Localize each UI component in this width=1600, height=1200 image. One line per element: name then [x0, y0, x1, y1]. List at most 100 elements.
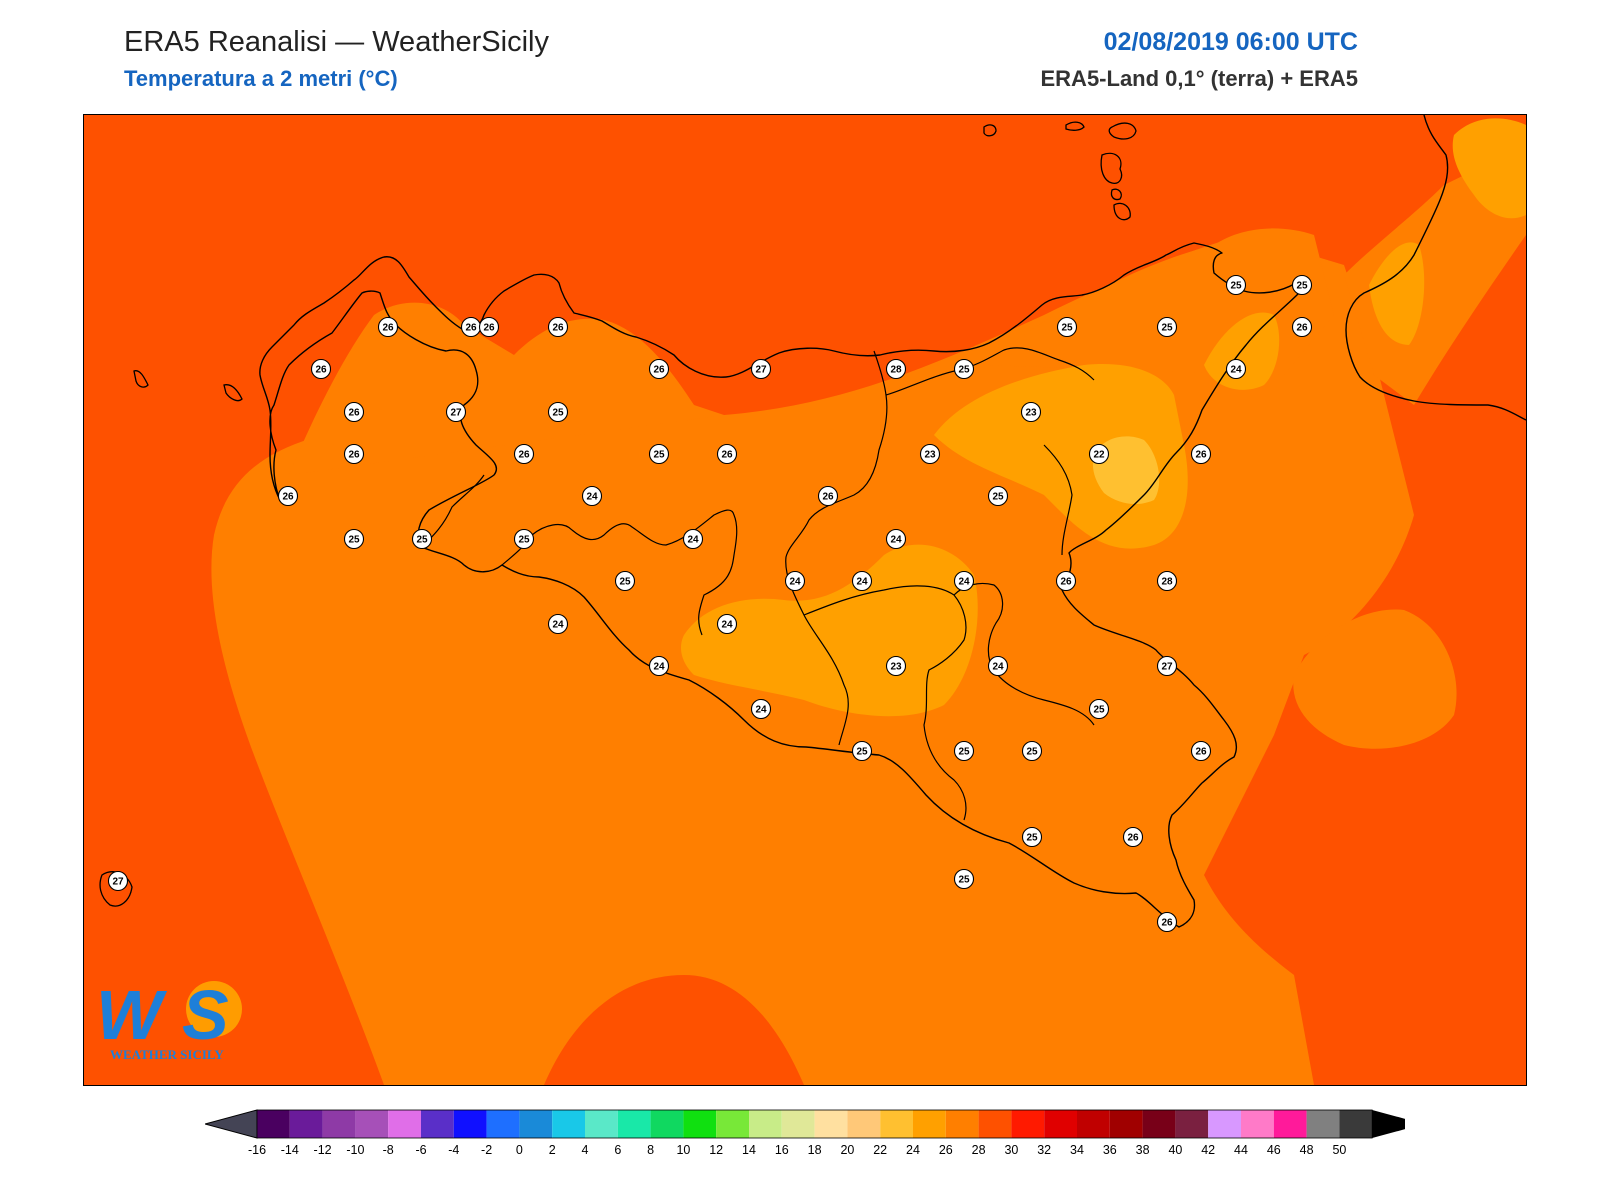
- station-marker-circle: [885, 528, 907, 550]
- map-canvas: 27 26 26 26 26 27 26 26 25 26 26 25 26 26 27 28 25 25 25 25…: [84, 115, 1526, 1085]
- colorbar-swatch: [1273, 1110, 1307, 1138]
- station-marker: 26: [547, 316, 569, 338]
- colorbar-swatch: [1142, 1110, 1176, 1138]
- station-marker-circle: [885, 655, 907, 677]
- colorbar-tick-label: -2: [481, 1143, 492, 1157]
- calabria-coastline: [1345, 115, 1526, 421]
- station-marker-circle: [750, 358, 772, 380]
- station-value: 24: [653, 662, 665, 673]
- station-value: 24: [1230, 365, 1242, 376]
- temperature-map: 27 26 26 26 26 27 26 26 25 26 26 25 26 26 27 28 25 25 25 25…: [83, 114, 1527, 1086]
- station-value: 27: [1161, 662, 1173, 673]
- station-marker-circle: [1291, 274, 1313, 296]
- station-marker-circle: [682, 528, 704, 550]
- station-marker-circle: [716, 443, 738, 465]
- colorbar-over-arrow: [1372, 1110, 1425, 1138]
- station-marker: 26: [1291, 316, 1313, 338]
- station-value: 25: [619, 577, 631, 588]
- station-marker-circle: [411, 528, 433, 550]
- station-value: 26: [282, 492, 294, 503]
- station-marker: 24: [953, 570, 975, 592]
- station-marker: 25: [411, 528, 433, 550]
- station-value: 26: [1296, 323, 1308, 334]
- station-value: 24: [856, 577, 868, 588]
- colorbar-swatch: [1339, 1110, 1373, 1138]
- station-marker-circle: [885, 358, 907, 380]
- colorbar-swatch: [1175, 1110, 1209, 1138]
- station-marker: 26: [310, 358, 332, 380]
- colorbar-tick-label: 46: [1267, 1143, 1281, 1157]
- station-marker: 25: [1291, 274, 1313, 296]
- colorbar-swatch: [913, 1110, 946, 1138]
- station-marker: 25: [1156, 316, 1178, 338]
- colorbar-tick-label: 38: [1136, 1143, 1150, 1157]
- station-marker: 25: [1021, 826, 1043, 848]
- station-value: 26: [1127, 833, 1139, 844]
- station-value: 25: [958, 875, 970, 886]
- colorbar-swatch: [1306, 1110, 1340, 1138]
- station-marker-circle: [547, 401, 569, 423]
- station-value: 25: [653, 450, 665, 461]
- colorbar-tick-label: 48: [1300, 1143, 1314, 1157]
- colorbar-swatch: [322, 1110, 356, 1138]
- station-marker-circle: [851, 740, 873, 762]
- colorbar-swatch: [716, 1110, 749, 1138]
- station-marker-circle: [377, 316, 399, 338]
- colorbar-swatch: [1044, 1110, 1077, 1138]
- colorbar-swatch: [847, 1110, 881, 1138]
- station-marker: 25: [1021, 740, 1043, 762]
- station-marker: 26: [478, 316, 500, 338]
- logo-caption: WEATHER SICILY: [110, 1047, 224, 1062]
- station-marker-circle: [648, 443, 670, 465]
- field-22-24-central: [681, 544, 978, 717]
- station-marker-circle: [513, 443, 535, 465]
- station-marker-circle: [310, 358, 332, 380]
- colorbar-swatch: [1241, 1110, 1274, 1138]
- station-marker: 25: [987, 485, 1009, 507]
- station-marker-circle: [1190, 443, 1212, 465]
- province-borders: [421, 347, 1095, 821]
- station-marker-circle: [648, 655, 670, 677]
- station-marker-circle: [277, 485, 299, 507]
- colorbar-swatch: [519, 1110, 553, 1138]
- station-marker: 28: [1156, 570, 1178, 592]
- field-24-26-north-coast: [289, 302, 724, 475]
- station-marker: 24: [1225, 358, 1247, 380]
- station-marker-circle: [1225, 358, 1247, 380]
- station-value: 26: [1195, 450, 1207, 461]
- colorbar-tick-label: 22: [873, 1143, 887, 1157]
- colorbar-swatch: [650, 1110, 684, 1138]
- colorbar-tick-label: 2: [549, 1143, 556, 1157]
- station-value: 27: [112, 877, 124, 888]
- station-marker: 23: [1020, 401, 1042, 423]
- colorbar-tick-label: -4: [448, 1143, 459, 1157]
- station-marker: 26: [343, 443, 365, 465]
- station-marker-circle: [445, 401, 467, 423]
- station-marker: 24: [648, 655, 670, 677]
- station-marker: 26: [716, 443, 738, 465]
- station-marker-circle: [1020, 401, 1042, 423]
- colorbar-tick-label: 28: [972, 1143, 986, 1157]
- colorbar-swatch: [453, 1110, 487, 1138]
- colorbar-tick-label: 20: [840, 1143, 854, 1157]
- station-value: 24: [958, 577, 970, 588]
- station-value: 26: [382, 323, 394, 334]
- station-value: 26: [315, 365, 327, 376]
- svg-text:W: W: [96, 976, 168, 1054]
- valid-datetime: 02/08/2019 06:00 UTC: [1103, 28, 1358, 56]
- station-marker-circle: [581, 485, 603, 507]
- station-marker-circle: [1190, 740, 1212, 762]
- colorbar-tick-label: 4: [582, 1143, 589, 1157]
- colorbar-swatch: [486, 1110, 520, 1138]
- colorbar-tick-label: -16: [248, 1143, 266, 1157]
- station-value: 26: [1161, 918, 1173, 929]
- station-marker-circle: [1156, 911, 1178, 933]
- station-marker: 27: [750, 358, 772, 380]
- station-marker: 27: [445, 401, 467, 423]
- station-marker: 25: [1088, 698, 1110, 720]
- station-value: 26: [1195, 747, 1207, 758]
- station-marker: 25: [513, 528, 535, 550]
- station-value: 26: [1060, 577, 1072, 588]
- colorbar-swatch: [945, 1110, 979, 1138]
- station-marker: 28: [885, 358, 907, 380]
